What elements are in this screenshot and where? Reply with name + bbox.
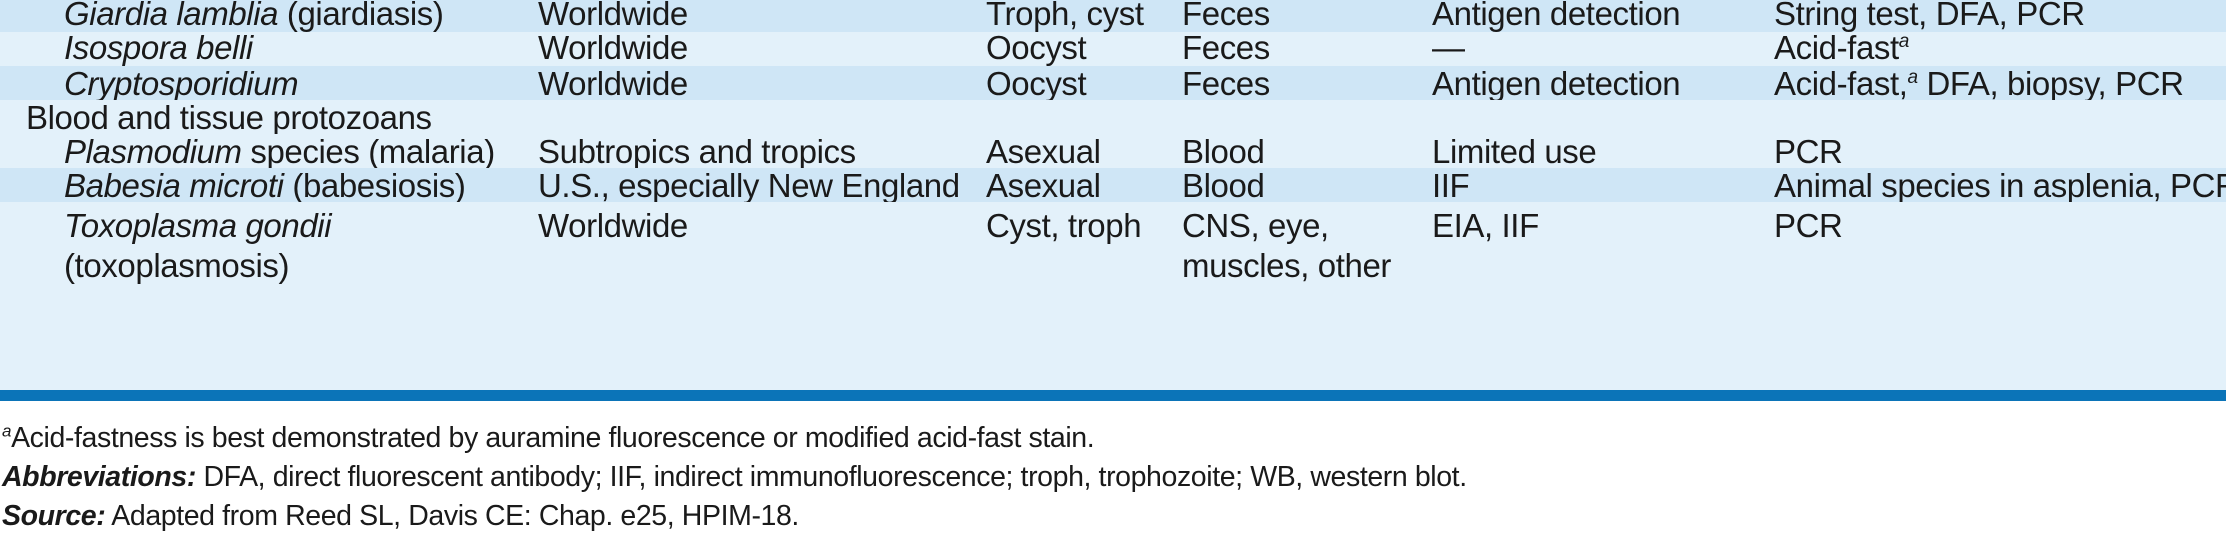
antigen-cell: Limited use xyxy=(1432,133,1597,170)
other-methods-cell: String test, DFA, PCR xyxy=(1774,0,2085,32)
footnote-marker: a xyxy=(1907,67,1919,88)
organism-cell: Toxoplasma gondii (toxoplasmosis) xyxy=(64,207,332,284)
footnote-marker: a xyxy=(2,421,12,441)
organism-cell: Babesia microti (babesiosis) xyxy=(64,167,466,204)
antigen-cell: Antigen detection xyxy=(1432,0,1681,32)
table-row: Isospora belli Worldwide Oocyst Feces — … xyxy=(0,29,2226,66)
stage-cell: Asexual xyxy=(986,167,1101,204)
organism-cell: Plasmodium species (malaria) xyxy=(64,133,495,170)
specimen-cell: Blood xyxy=(1182,167,1265,204)
organism-cell: Giardia lamblia (giardiasis) xyxy=(64,0,444,32)
table-footnotes: aAcid-fastness is best demonstrated by a… xyxy=(2,419,1467,536)
stage-cell: Asexual xyxy=(986,133,1101,170)
antigen-cell: Antigen detection xyxy=(1432,65,1681,102)
organism-cell: Isospora belli xyxy=(64,29,253,66)
organism-cell: Cryptosporidium xyxy=(64,65,299,102)
specimen-cell: Blood xyxy=(1182,133,1265,170)
specimen-cell: Feces xyxy=(1182,65,1270,102)
abbreviations-note: Abbreviations: DFA, direct fluorescent a… xyxy=(2,461,1467,493)
distribution-cell: Worldwide xyxy=(538,65,688,102)
stage-cell: Oocyst xyxy=(986,65,1087,102)
other-methods-cell: Acid-fasta xyxy=(1774,29,1910,66)
other-methods-cell: PCR xyxy=(1774,133,1843,170)
specimen-cell: Feces xyxy=(1182,29,1270,66)
distribution-cell: Subtropics and tropics xyxy=(538,133,856,170)
antigen-cell: — xyxy=(1432,29,1465,66)
other-methods-cell: Animal species in asplenia, PCR xyxy=(1774,167,2226,204)
table-row: Plasmodium species (malaria) Subtropics … xyxy=(0,133,2226,170)
abbreviations-label: Abbreviations: xyxy=(2,461,196,493)
other-methods-cell: Acid-fast,a DFA, biopsy, PCR xyxy=(1774,65,2184,102)
stage-cell: Troph, cyst xyxy=(986,0,1144,32)
footnote-marker: a xyxy=(1898,31,1910,52)
distribution-cell: U.S., especially New England xyxy=(538,167,960,204)
table-row: Cryptosporidium Worldwide Oocyst Feces A… xyxy=(0,65,2226,102)
table-row: Giardia lamblia (giardiasis) Worldwide T… xyxy=(0,0,2226,32)
stage-cell: Oocyst xyxy=(986,29,1087,66)
antigen-cell: EIA, IIF xyxy=(1432,207,1539,244)
footnote-a: aAcid-fastness is best demonstrated by a… xyxy=(2,421,1095,454)
table-row: Toxoplasma gondii (toxoplasmosis) Worldwi… xyxy=(0,202,2226,390)
distribution-cell: Worldwide xyxy=(538,207,688,244)
other-methods-cell: PCR xyxy=(1774,207,1843,244)
source-label: Source: xyxy=(2,500,106,532)
antigen-cell: IIF xyxy=(1432,167,1470,204)
table-bottom-rule xyxy=(0,390,2226,401)
table-row-group-header: Blood and tissue protozoans xyxy=(0,99,2226,136)
distribution-cell: Worldwide xyxy=(538,29,688,66)
stage-cell: Cyst, troph xyxy=(986,207,1142,244)
distribution-cell: Worldwide xyxy=(538,0,688,32)
specimen-cell: Feces xyxy=(1182,0,1270,32)
group-label: Blood and tissue protozoans xyxy=(26,99,432,136)
source-note: Source: Adapted from Reed SL, Davis CE: … xyxy=(2,500,799,532)
specimen-cell: CNS, eye, muscles, other xyxy=(1182,207,1391,284)
table-row: Babesia microti (babesiosis) U.S., espec… xyxy=(0,167,2226,204)
